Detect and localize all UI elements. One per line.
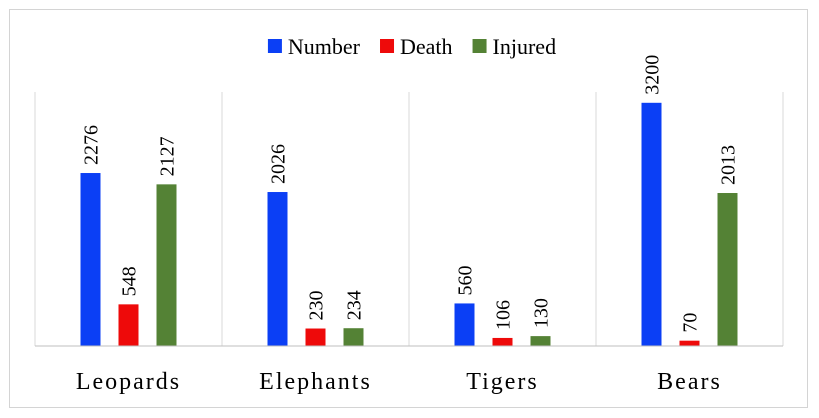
- bar-injured-elephants: [343, 328, 364, 346]
- bar-death-leopards: [118, 304, 139, 346]
- value-label: 2013: [718, 145, 740, 185]
- bar-number-elephants: [267, 192, 288, 346]
- value-labels: 2276 548 2127 2026 230 234 560 106 130 3200 70 2013: [81, 55, 740, 333]
- category-separators: [34, 92, 784, 346]
- bar-number-tigers: [454, 303, 475, 346]
- value-label: 2026: [268, 144, 290, 184]
- category-label: Bears: [657, 369, 722, 395]
- legend-swatch-number: [267, 39, 282, 53]
- legend: Number Death Injured: [267, 34, 557, 59]
- value-label: 2276: [81, 125, 103, 165]
- value-label: 560: [455, 265, 477, 295]
- bar-death-bears: [679, 340, 700, 346]
- category-labels: Leopards Elephants Tigers Bears: [76, 369, 722, 395]
- value-label: 234: [344, 290, 366, 320]
- value-label: 70: [680, 313, 702, 333]
- legend-label-number: Number: [288, 34, 361, 59]
- value-label: 2127: [157, 136, 179, 176]
- bar-number-leopards: [80, 173, 101, 346]
- value-label: 230: [306, 291, 328, 321]
- category-label: Elephants: [259, 369, 372, 395]
- category-label: Tigers: [466, 369, 538, 395]
- legend-swatch-injured: [472, 39, 487, 53]
- bar-death-elephants: [305, 328, 326, 346]
- bar-injured-leopards: [156, 184, 177, 346]
- legend-label-death: Death: [400, 34, 453, 59]
- value-label: 106: [493, 300, 515, 330]
- category-label: Leopards: [76, 369, 181, 395]
- legend-swatch-death: [380, 39, 395, 53]
- value-label: 3200: [642, 55, 664, 95]
- value-label: 130: [531, 298, 553, 328]
- bars: [80, 102, 738, 346]
- value-label: 548: [119, 266, 141, 296]
- legend-label-injured: Injured: [493, 34, 557, 59]
- bar-death-tigers: [492, 337, 513, 346]
- bar-number-bears: [641, 102, 662, 346]
- bar-injured-tigers: [530, 336, 551, 346]
- bar-injured-bears: [717, 193, 738, 346]
